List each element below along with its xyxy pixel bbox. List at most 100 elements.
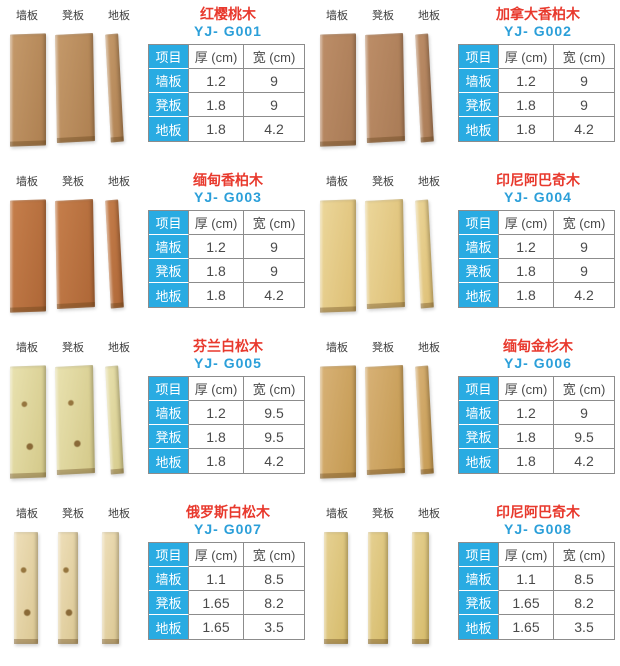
plank-labels: 墙板 凳板 地板 <box>310 173 458 188</box>
bench-thickness-value: 1.8 <box>189 425 244 449</box>
product-model: YJ- G003 <box>194 189 262 205</box>
wall-board-label: 墙板 <box>326 10 348 22</box>
wall-board-image <box>10 365 46 479</box>
bench-width-value: 9.5 <box>554 425 614 449</box>
plank-labels: 墙板 凳板 地板 <box>310 339 458 354</box>
spec-header-row: 项目 厚 (cm) 宽 (cm) <box>149 45 304 69</box>
spec-row-wall: 墙板 1.2 9 <box>459 69 614 93</box>
wall-width-value: 9 <box>554 235 614 259</box>
col-header-width: 宽 (cm) <box>244 211 304 235</box>
floor-board-image <box>105 365 124 475</box>
wall-width-value: 9 <box>244 69 304 93</box>
bench-board-label: 凳板 <box>62 342 84 354</box>
spec-row-bench: 凳板 1.8 9.5 <box>459 425 614 449</box>
bench-board-label: 凳板 <box>372 342 394 354</box>
floor-width-value: 4.2 <box>574 287 594 303</box>
wall-board-label: 墙板 <box>326 176 348 188</box>
spec-row-floor: 地板 1.8 4.2 <box>459 283 614 307</box>
floor-thickness-value: 1.8 <box>499 117 554 141</box>
row-label-wall: 墙板 <box>149 235 189 259</box>
product-model: YJ- G005 <box>194 355 262 371</box>
wall-width-value: 8.5 <box>554 567 614 591</box>
product-model: YJ- G004 <box>504 189 572 205</box>
wall-width-value: 8.5 <box>244 567 304 591</box>
bench-board-image <box>58 532 78 644</box>
wall-board-image <box>320 365 356 479</box>
floor-width-value: 3.5 <box>574 619 594 635</box>
wall-thickness-value: 1.2 <box>189 235 244 259</box>
wall-thickness-value: 1.2 <box>499 69 554 93</box>
bench-thickness-value: 1.8 <box>499 93 554 117</box>
floor-board-image <box>105 199 124 309</box>
wall-width-value: 9.5 <box>244 401 304 425</box>
floor-board-image <box>415 365 434 475</box>
bench-thickness-value: 1.8 <box>189 93 244 117</box>
spec-row-bench: 凳板 1.65 8.2 <box>459 591 614 615</box>
floor-thickness-value: 1.8 <box>499 449 554 473</box>
bench-board-label: 凳板 <box>62 10 84 22</box>
row-label-floor: 地板 <box>149 117 189 141</box>
wall-width-value: 9 <box>244 235 304 259</box>
plank-photos <box>310 26 458 158</box>
product-card: 墙板 凳板 地板 缅甸金杉木 YJ- G006 项目 厚 (cm) 宽 (cm)… <box>310 332 620 498</box>
wall-thickness-value: 1.2 <box>499 401 554 425</box>
spec-table: 项目 厚 (cm) 宽 (cm) 墙板 1.2 9 凳板 1.8 9 地板 1.… <box>458 44 615 142</box>
spec-row-wall: 墙板 1.2 9 <box>149 235 304 259</box>
spec-row-floor: 地板 1.65 3.5 <box>459 615 614 639</box>
product-info: 缅甸香柏木 YJ- G003 项目 厚 (cm) 宽 (cm) 墙板 1.2 9… <box>148 172 308 308</box>
floor-board-label: 地板 <box>108 10 130 22</box>
row-label-wall: 墙板 <box>459 401 499 425</box>
bench-board-image <box>55 364 95 476</box>
plank-photos <box>0 26 148 158</box>
bench-board-image <box>55 32 95 144</box>
spec-row-floor: 地板 1.8 4.2 <box>149 449 304 473</box>
wall-thickness-value: 1.1 <box>189 567 244 591</box>
bench-board-label: 凳板 <box>372 10 394 22</box>
col-header-width: 宽 (cm) <box>554 45 614 69</box>
plank-labels: 墙板 凳板 地板 <box>0 505 148 520</box>
bench-width-value: 9 <box>554 259 614 283</box>
floor-width-value: 4.2 <box>264 287 284 303</box>
bench-thickness-value: 1.8 <box>499 259 554 283</box>
wall-board-image <box>324 532 348 644</box>
floor-thickness-value: 1.8 <box>189 283 244 307</box>
plank-labels: 墙板 凳板 地板 <box>0 7 148 22</box>
spec-row-bench: 凳板 1.8 9 <box>459 93 614 117</box>
bench-board-image <box>55 198 95 310</box>
product-card: 墙板 凳板 地板 红樱桃木 YJ- G001 项目 厚 (cm) 宽 (cm) … <box>0 0 310 166</box>
product-model: YJ- G006 <box>504 355 572 371</box>
spec-table: 项目 厚 (cm) 宽 (cm) 墙板 1.1 8.5 凳板 1.65 8.2 … <box>458 542 615 640</box>
spec-row-wall: 墙板 1.1 8.5 <box>149 567 304 591</box>
spec-row-floor: 地板 1.65 3.5 <box>149 615 304 639</box>
col-header-item: 项目 <box>459 45 499 69</box>
product-model: YJ- G002 <box>504 23 572 39</box>
col-header-thickness: 厚 (cm) <box>189 211 244 235</box>
wall-thickness-value: 1.2 <box>499 235 554 259</box>
spec-row-bench: 凳板 1.8 9 <box>459 259 614 283</box>
bench-board-image <box>368 532 388 644</box>
bench-width-value: 9 <box>554 93 614 117</box>
product-card: 墙板 凳板 地板 印尼阿巴奇木 YJ- G004 项目 厚 (cm) 宽 (cm… <box>310 166 620 332</box>
row-label-bench: 凳板 <box>459 591 499 615</box>
row-label-wall: 墙板 <box>459 69 499 93</box>
product-model: YJ- G007 <box>194 521 262 537</box>
col-header-width: 宽 (cm) <box>244 543 304 567</box>
col-header-width: 宽 (cm) <box>244 377 304 401</box>
bench-board-image <box>365 364 405 476</box>
floor-board-label: 地板 <box>418 176 440 188</box>
row-label-bench: 凳板 <box>459 259 499 283</box>
product-card: 墙板 凳板 地板 芬兰白松木 YJ- G005 项目 厚 (cm) 宽 (cm)… <box>0 332 310 498</box>
bench-board-label: 凳板 <box>62 176 84 188</box>
floor-width-value: 3.5 <box>264 619 284 635</box>
bench-width-value: 9 <box>244 93 304 117</box>
col-header-thickness: 厚 (cm) <box>189 377 244 401</box>
plank-labels: 墙板 凳板 地板 <box>310 7 458 22</box>
plank-photos <box>310 358 458 490</box>
floor-width-value: 4.2 <box>264 121 284 137</box>
floor-thickness-value: 1.8 <box>189 117 244 141</box>
row-label-floor: 地板 <box>459 449 499 473</box>
product-name: 印尼阿巴奇木 <box>496 172 580 188</box>
floor-width-value: 4.2 <box>574 453 594 469</box>
floor-board-label: 地板 <box>418 342 440 354</box>
row-label-bench: 凳板 <box>459 93 499 117</box>
